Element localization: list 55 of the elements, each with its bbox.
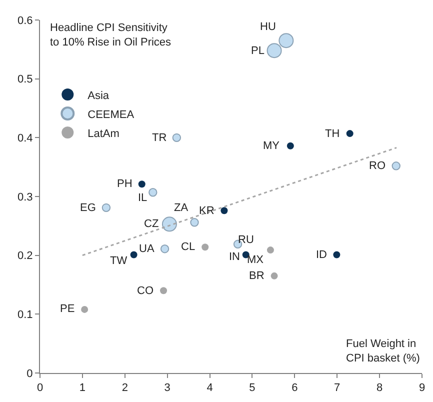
point: [202, 244, 209, 251]
annotation: TR: [152, 132, 167, 144]
annotation: MY: [263, 140, 280, 152]
annotation: RU: [238, 234, 254, 246]
point: [220, 207, 228, 214]
point: [286, 142, 294, 150]
y-tick-label: 0.6: [18, 14, 33, 27]
annotation: IN: [229, 251, 240, 263]
x-tick-label: 0: [36, 382, 44, 394]
y-tick-label: 0.1: [18, 309, 33, 322]
y-axis-title: Headline CPI Sensitivity to 10% Rise in Oil Prices: [50, 22, 172, 48]
annotation: CL: [181, 241, 196, 253]
annotation: IL: [138, 192, 148, 204]
point: [138, 180, 146, 188]
x-tick-label: 3: [164, 382, 170, 394]
y-tick-label: 0: [26, 368, 33, 380]
x-axis-title: Fuel Weight in CPI basket (%): [346, 338, 420, 364]
annotation: CZ: [144, 218, 159, 230]
annotation: MX: [247, 254, 264, 266]
annotation: PL: [251, 45, 264, 57]
annotation: CO: [137, 285, 154, 297]
annotation: BR: [249, 270, 264, 282]
x-tick-label: 5: [249, 382, 256, 394]
point: [333, 251, 340, 258]
x-tick-label: 6: [292, 382, 298, 394]
point: [160, 287, 168, 294]
x-tick-label: 8: [376, 382, 383, 394]
annotation: RO: [369, 160, 386, 172]
x-tick-label: 9: [418, 382, 426, 394]
annotation: TW: [110, 255, 128, 267]
annotation: KR: [199, 205, 214, 217]
point: [346, 130, 354, 138]
y-tick-label: 0.4: [18, 132, 33, 145]
annotation: TH: [325, 128, 340, 140]
point: [270, 272, 278, 280]
x-tick-label: 7: [334, 382, 340, 394]
annotation: ZA: [174, 202, 189, 214]
y-tick-label: 0.3: [18, 191, 33, 204]
x-tick-label: 1: [79, 382, 86, 394]
annotation: ID: [316, 249, 328, 261]
x-tick-label: 2: [122, 382, 128, 394]
annotation: UA: [139, 243, 155, 255]
point: [266, 246, 274, 254]
x-tick-label: 4: [206, 382, 213, 394]
annotation: PH: [117, 178, 132, 190]
legend-label: Asia: [88, 90, 110, 102]
y-tick-label: 0.5: [18, 74, 33, 86]
y-tick-label: 0.2: [18, 250, 33, 262]
annotation: EG: [80, 202, 96, 214]
point: [81, 306, 88, 313]
point: [130, 251, 138, 258]
annotation: PE: [60, 303, 75, 315]
annotation: HU: [260, 21, 276, 33]
legend-label: LatAm: [88, 128, 120, 140]
legend-label: CEEMEA: [88, 108, 135, 121]
